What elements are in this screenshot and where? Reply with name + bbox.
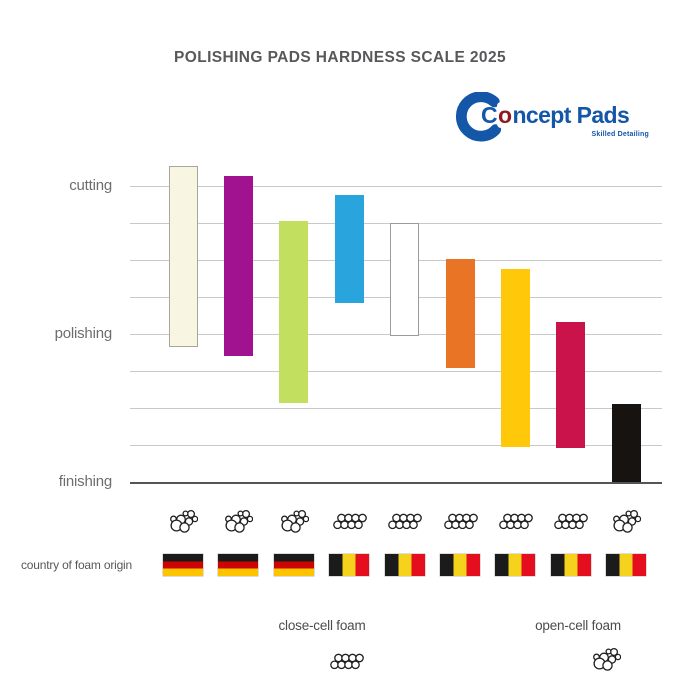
pad-9-hardness-bar [611, 404, 641, 482]
gridline [130, 186, 662, 188]
brand-name-rest: ncept Pads [512, 102, 630, 128]
pad-3-hardness-bar [279, 221, 309, 403]
pad-7-country-flag-belgium [495, 554, 536, 576]
brand-tagline: Skilled Detailing [591, 131, 649, 138]
pad-4-close-cell-foam-icon [332, 513, 367, 535]
pad-9-country-flag-belgium [606, 554, 647, 576]
pad-2-country-flag-germany [218, 554, 259, 576]
pad-2-hardness-bar [223, 176, 253, 357]
pad-2-open-cell-foam-icon [223, 507, 254, 539]
brand-logo: Concept Pads Skilled Detailing [452, 90, 652, 142]
pad-1-hardness-bar [168, 165, 198, 347]
pad-6-country-flag-belgium [440, 554, 480, 576]
axis-line-finishing [130, 482, 662, 485]
legend-label-open-cell: open-cell foam [535, 618, 621, 633]
axis-label-cutting: cutting [69, 177, 112, 194]
pad-6-hardness-bar [445, 258, 475, 369]
pad-8-hardness-bar [556, 322, 586, 448]
country-of-foam-origin-label: country of foam origin [21, 558, 132, 572]
brand-letter-o: o [497, 102, 513, 128]
pad-1-country-flag-germany [163, 554, 203, 576]
brand-letter-c: C [481, 102, 498, 128]
gridline [130, 371, 662, 373]
legend-close-cell-foam-icon [329, 653, 364, 675]
legend-label-close-cell: close-cell foam [278, 618, 366, 633]
pad-8-close-cell-foam-icon [553, 513, 589, 535]
chart-title: POLISHING PADS HARDNESS SCALE 2025 [174, 49, 506, 66]
pad-5-close-cell-foam-icon [387, 513, 422, 535]
pad-5-hardness-bar [390, 223, 420, 336]
pad-7-close-cell-foam-icon [498, 513, 533, 535]
pad-3-open-cell-foam-icon [279, 507, 310, 539]
pad-6-close-cell-foam-icon [443, 513, 478, 535]
pad-4-country-flag-belgium [329, 554, 370, 576]
pad-8-country-flag-belgium [550, 554, 591, 576]
pad-3-country-flag-germany [273, 554, 314, 576]
axis-label-polishing: polishing [54, 325, 113, 342]
gridline [130, 408, 662, 410]
legend-open-cell-foam-icon [591, 645, 622, 677]
pad-1-open-cell-foam-icon [168, 507, 199, 539]
pad-7-hardness-bar [500, 269, 530, 447]
axis-label-finishing: finishing [58, 473, 112, 490]
pad-4-hardness-bar [334, 195, 364, 303]
pad-5-country-flag-belgium [384, 554, 425, 576]
pad-9-open-cell-foam-icon [611, 507, 642, 539]
logo-swirl-icon [455, 92, 502, 142]
gridline [130, 445, 662, 447]
brand-name: Concept Pads [481, 102, 651, 129]
